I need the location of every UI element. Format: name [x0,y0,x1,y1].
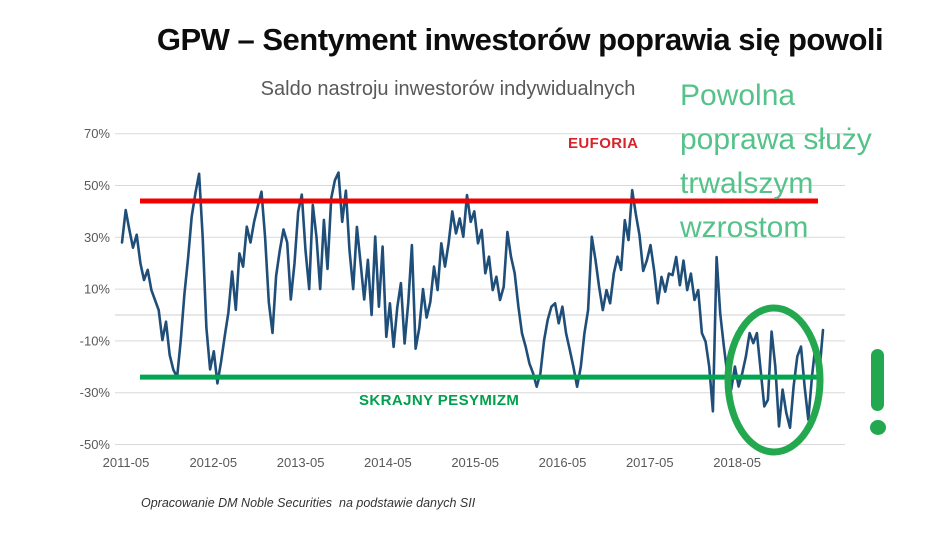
y-axis-label: 30% [84,230,110,245]
y-axis-label: -50% [80,437,111,452]
x-axis-label: 2016-05 [539,455,587,470]
source-note: Opracowanie DM Noble Securities na podst… [141,496,476,510]
annotation-line: trwalszym [680,167,814,200]
x-axis-label: 2018-05 [713,455,761,470]
x-axis-label: 2017-05 [626,455,674,470]
page-title: GPW – Sentyment inwestorów poprawia się … [156,22,884,57]
annotation-line: poprawa służy [680,123,872,156]
x-axis-label: 2014-05 [364,455,412,470]
annotation-text: Powolna poprawa służy trwalszym wzrostom [680,74,940,250]
euphoria-label: EUFORIA [568,135,639,152]
y-axis-label: 50% [84,178,110,193]
y-axis-label: -30% [80,385,111,400]
x-axis-label: 2013-05 [277,455,325,470]
exclamation-dot-icon [870,420,886,435]
y-axis-label: 10% [84,282,110,297]
sentiment-series [120,171,825,430]
annotation-line: wzrostom [680,211,809,244]
exclamation-icon [871,349,884,411]
extreme-pessimism-label: SKRAJNY PESYMIZM [359,392,520,409]
x-axis-label: 2011-05 [103,455,150,470]
y-axis-label: 70% [84,126,110,141]
x-axis-label: 2015-05 [451,455,499,470]
chart-title: Saldo nastroju inwestorów indywidualnych [260,78,636,100]
y-axis-label: -10% [80,333,111,348]
x-axis-label: 2012-05 [189,455,237,470]
annotation-line: Powolna [680,79,796,112]
highlight-ellipse [724,304,824,456]
